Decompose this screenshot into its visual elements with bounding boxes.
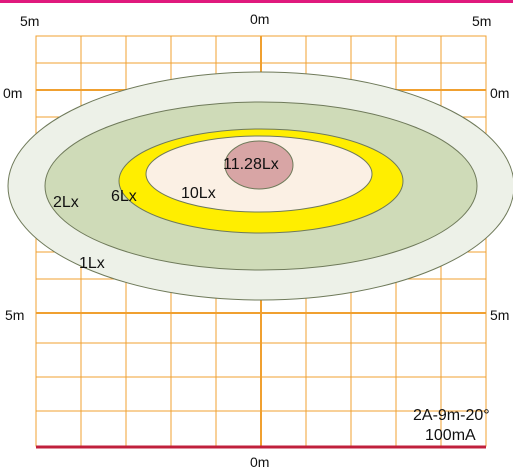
- side-label-upper-right: 0m: [490, 85, 509, 101]
- axis-labels: 5m 0m 5m 0m 0m 5m 5m 0m: [3, 11, 509, 470]
- illuminance-zones: [7, 71, 513, 301]
- side-label-lower-right: 5m: [490, 307, 509, 323]
- top-accent-bar: [0, 0, 513, 3]
- side-label-upper-left: 0m: [3, 85, 22, 101]
- top-label-right: 5m: [472, 13, 491, 29]
- zone-label-6lx: 6Lx: [111, 188, 137, 205]
- zone-label-11-28lx: 11.28Lx: [223, 156, 279, 173]
- top-label-left: 5m: [20, 13, 39, 29]
- zone-label-1lx: 1Lx: [79, 255, 105, 272]
- top-label-center: 0m: [250, 11, 269, 27]
- caption-current: 100mA: [425, 427, 476, 444]
- caption-model: 2A-9m-20°: [413, 407, 490, 424]
- bottom-label: 0m: [250, 454, 269, 470]
- caption: 2A-9m-20° 100mA: [413, 407, 490, 444]
- zone-labels: 11.28Lx 10Lx 6Lx 2Lx 1Lx: [53, 156, 279, 272]
- zone-label-2lx: 2Lx: [53, 194, 79, 211]
- zone-label-10lx: 10Lx: [181, 185, 216, 202]
- zone-11-28lx: [224, 140, 294, 190]
- side-label-lower-left: 5m: [5, 307, 24, 323]
